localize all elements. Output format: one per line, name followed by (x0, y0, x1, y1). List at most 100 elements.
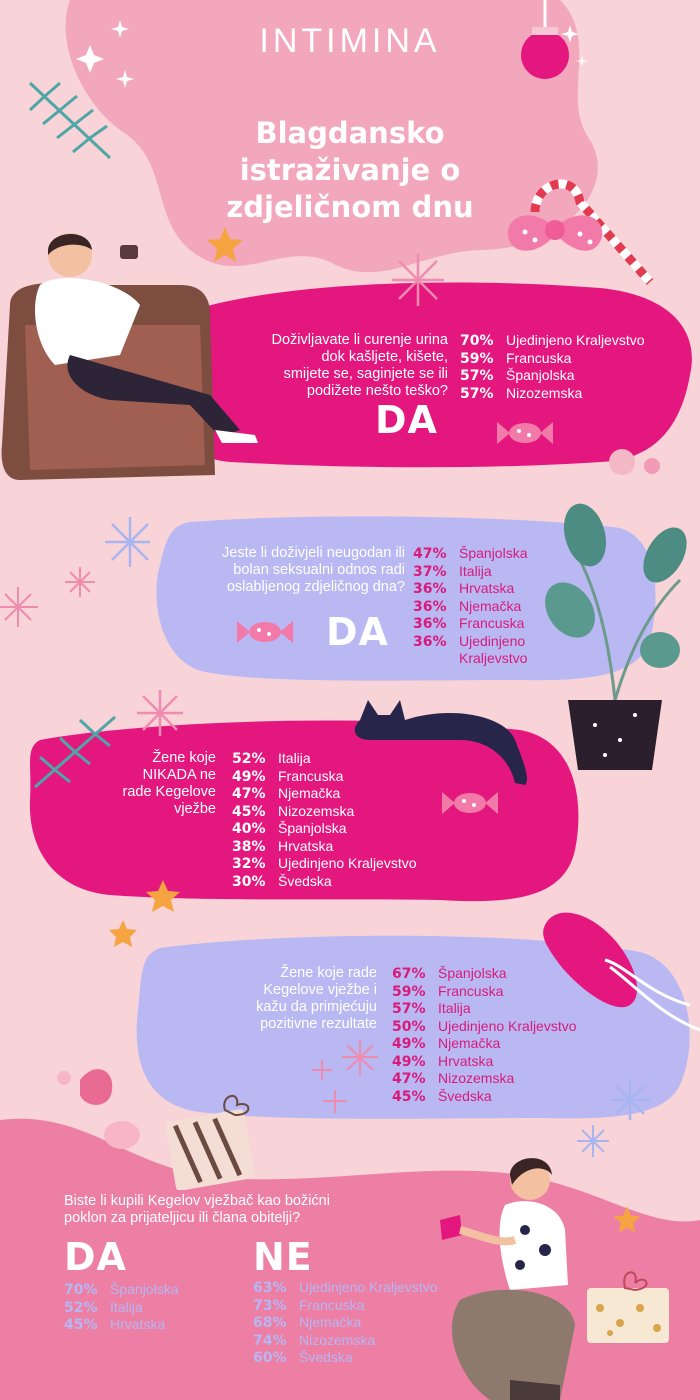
stat-percent: 73% (253, 1297, 287, 1314)
stat-country: Ujedinjeno Kraljevstvo (506, 332, 645, 348)
star-icon (613, 1206, 641, 1233)
stat-row: 36% Hrvatska (413, 580, 528, 598)
stat-country: Nizozemska (438, 1070, 515, 1086)
stat-country: Hrvatska (278, 837, 334, 854)
section1-stats: 70% Ujedinjeno Kraljevstvo 59% Francuska 5… (460, 332, 645, 402)
stat-percent: 36% (413, 633, 447, 650)
candy-icon (497, 422, 553, 444)
section3-blob (29, 720, 579, 902)
stat-row: 52% Italija (64, 1299, 179, 1317)
stat-row: 67% Španjolska (392, 965, 577, 983)
stat-row: 45% Švedska (392, 1088, 577, 1106)
stat-row: 47% Nizozemska (392, 1070, 577, 1088)
candy-icon (237, 621, 293, 643)
question-line: poklon za prijateljicu ili člana obitelj… (64, 1210, 301, 1226)
question-line: podižete nešto teško? (306, 383, 448, 399)
snowflake-icon (392, 254, 444, 306)
woman-gift-illustration (440, 1158, 575, 1400)
stat-percent: 49% (392, 1053, 426, 1070)
stat-country: Hrvatska (110, 1316, 166, 1332)
question-line: Žene koje rade (280, 965, 377, 981)
stat-percent: 32% (232, 856, 266, 872)
question-line: oslabljenog zdjeličnog dna? (226, 579, 405, 595)
section4-question: Žene koje rade Kegelove vježbe i kažu da… (225, 965, 377, 1033)
stat-percent: 45% (392, 1088, 426, 1105)
stat-row: 63% Ujedinjeno Kraljevstvo (253, 1279, 438, 1297)
stat-row: 57% Španjolska (460, 367, 645, 385)
stat-percent: 68% (253, 1315, 287, 1331)
stat-country: Italija (110, 1298, 143, 1315)
stat-percent: 49% (232, 768, 266, 785)
stat-country: Francuska (278, 767, 344, 784)
woman-armchair-illustration (1, 233, 258, 480)
pine-branch-icon (28, 81, 112, 160)
brand-logo: INTIMINA (259, 22, 441, 60)
stat-country: Njemačka (299, 1314, 362, 1330)
stat-row: 30% Švedska (232, 873, 417, 891)
stat-row: 37% Italija (413, 563, 528, 581)
stat-row: 57% Italija (392, 1000, 577, 1018)
stat-percent: 57% (460, 368, 494, 384)
stat-country: Francuska (459, 615, 525, 631)
question-line: Jeste li doživjeli neugodan ili (222, 545, 405, 561)
section5-question: Biste li kupili Kegelov vježbač kao boži… (64, 1193, 394, 1227)
sparkle-icon (76, 20, 134, 88)
section3-question: Žene koje NIKADA ne rade Kegelove vježbe (80, 750, 216, 818)
section2-answer: DA (326, 610, 389, 654)
title-line: zdjeličnom dnu (226, 190, 474, 224)
snowflake-cluster-icon (312, 1040, 378, 1113)
stat-country: Švedska (299, 1349, 353, 1365)
ornament-icon (521, 0, 588, 79)
section3-stats: 52% Italija 49% Francuska 47% Njemačka 45% N… (232, 750, 417, 890)
stat-row: 36% Ujedinjeno (413, 633, 528, 651)
stat-country: Hrvatska (459, 580, 515, 596)
stat-country: Francuska (438, 982, 504, 999)
stat-row: Kraljevstvo (413, 650, 528, 667)
question-line: smijete se, saginjete se ili (283, 366, 448, 382)
stat-country: Kraljevstvo (459, 650, 528, 666)
stat-percent: 70% (460, 333, 494, 349)
star-icon (207, 227, 243, 262)
stat-percent: 40% (232, 821, 266, 837)
stat-country: Francuska (506, 349, 572, 366)
section5-no-label: NE (253, 1235, 313, 1279)
section5-no-stats: 63% Ujedinjeno Kraljevstvo 73% Francuska 6… (253, 1279, 438, 1367)
question-line: vježbe (174, 801, 216, 817)
stat-country: Ujedinjeno Kraljevstvo (278, 855, 417, 871)
stat-row: 47% Njemačka (232, 785, 417, 803)
section2-question: Jeste li doživjeli neugodan ili bolan se… (180, 545, 405, 596)
stat-percent: 36% (413, 616, 447, 632)
snowflake-icon (137, 690, 183, 736)
stat-row: 52% Italija (232, 750, 417, 768)
stat-percent: 47% (232, 786, 266, 802)
question-line: Biste li kupili Kegelov vježbač kao boži… (64, 1193, 330, 1209)
stat-percent: 47% (392, 1071, 426, 1087)
stat-percent: 45% (232, 803, 266, 820)
section4-stats: 67% Španjolska 59% Francuska 57% Italija 50… (392, 965, 577, 1105)
stat-row: 32% Ujedinjeno Kraljevstvo (232, 855, 417, 873)
section2-blob (156, 516, 656, 681)
stat-country: Španjolska (459, 545, 528, 561)
stat-row: 60% Švedska (253, 1349, 438, 1367)
stat-row: 70% Ujedinjeno Kraljevstvo (460, 332, 645, 350)
header-blob (65, 0, 598, 273)
stat-country: Švedska (278, 872, 332, 889)
snowflake-cluster-icon (0, 517, 150, 627)
stat-percent: 59% (460, 350, 494, 367)
stat-row: 49% Hrvatska (392, 1053, 577, 1071)
stat-country: Italija (278, 750, 311, 766)
stat-row: 36% Francuska (413, 615, 528, 633)
stat-percent: 57% (392, 1001, 426, 1017)
stat-country: Nizozemska (278, 802, 355, 819)
stat-percent: 52% (64, 1299, 98, 1316)
stat-row: 70% Španjolska (64, 1281, 179, 1299)
stat-percent: 52% (232, 751, 266, 767)
gift-box-illustration (587, 1271, 669, 1343)
cat-illustration (354, 700, 527, 785)
pine-branch-icon (34, 715, 116, 789)
stat-country: Nizozemska (506, 384, 583, 401)
stat-percent: 50% (392, 1018, 426, 1035)
question-line: NIKADA ne (142, 767, 216, 783)
section2-stats: 47% Španjolska 37% Italija 36% Hrvatska 36%… (413, 545, 528, 667)
stat-country: Švedska (438, 1087, 492, 1104)
